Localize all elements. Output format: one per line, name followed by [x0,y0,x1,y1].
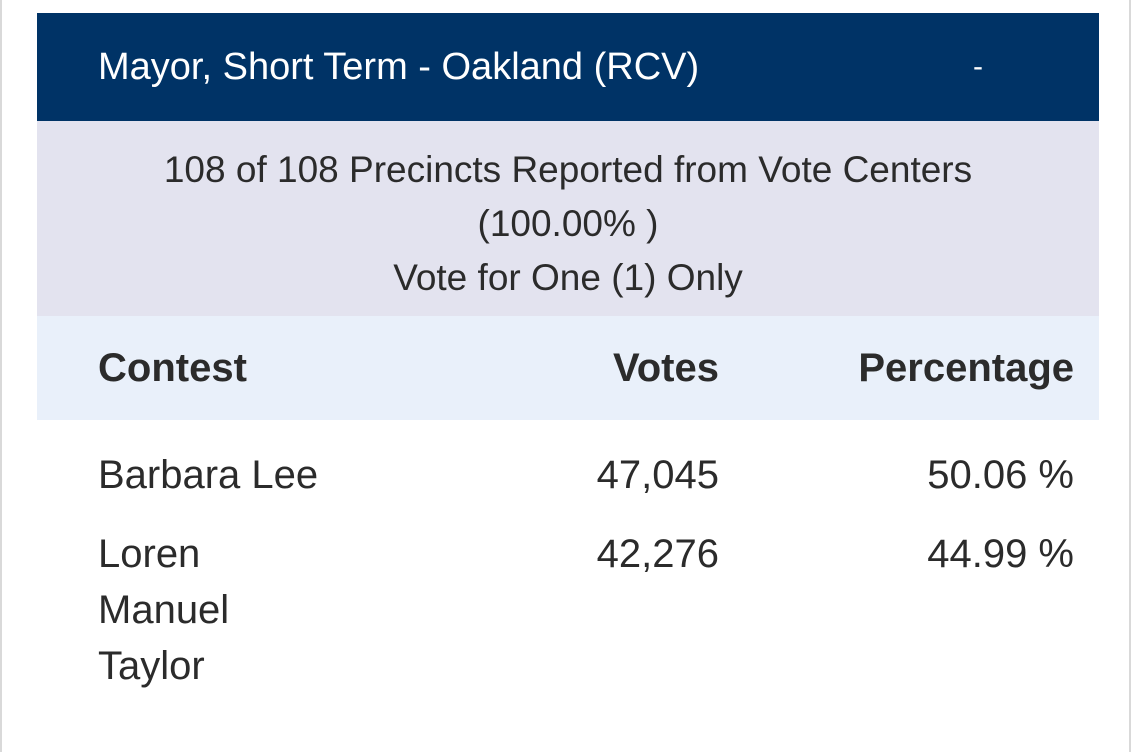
candidate-name: Barbara Lee [37,447,487,526]
precincts-percent: (100.00% ) [477,203,659,244]
candidate-name-line: Barbara Lee [98,453,319,497]
vote-instruction: Vote for One (1) Only [393,257,743,298]
precincts-summary: 108 of 108 Precincts Reported from Vote … [37,121,1099,316]
results-table-header: Contest Votes Percentage [37,316,1099,420]
column-header-votes: Votes [613,345,719,390]
table-row: Barbara Lee 47,045 50.06 % [37,420,1099,526]
candidate-votes: 42,276 [596,532,719,576]
candidate-name-line: Taylor [98,644,205,688]
precincts-reported: 108 of 108 Precincts Reported from Vote … [163,149,973,190]
contest-title: Mayor, Short Term - Oakland (RCV) [98,45,700,88]
candidate-percentage: 44.99 % [927,532,1074,576]
column-header-contest: Contest [98,345,247,390]
candidate-name: Loren Manuel Taylor [37,526,487,694]
column-header-percentage: Percentage [858,345,1074,390]
collapse-toggle[interactable]: - [973,50,983,83]
candidate-votes: 47,045 [596,453,719,497]
contest-header[interactable]: Mayor, Short Term - Oakland (RCV) - [37,13,1099,121]
contest-card: Mayor, Short Term - Oakland (RCV) - 108 … [37,13,1099,694]
candidate-percentage: 50.06 % [927,453,1074,497]
candidate-name-line: Manuel [98,588,230,632]
table-row: Loren Manuel Taylor 42,276 44.99 % [37,526,1099,694]
candidate-name-line: Loren [98,532,201,576]
